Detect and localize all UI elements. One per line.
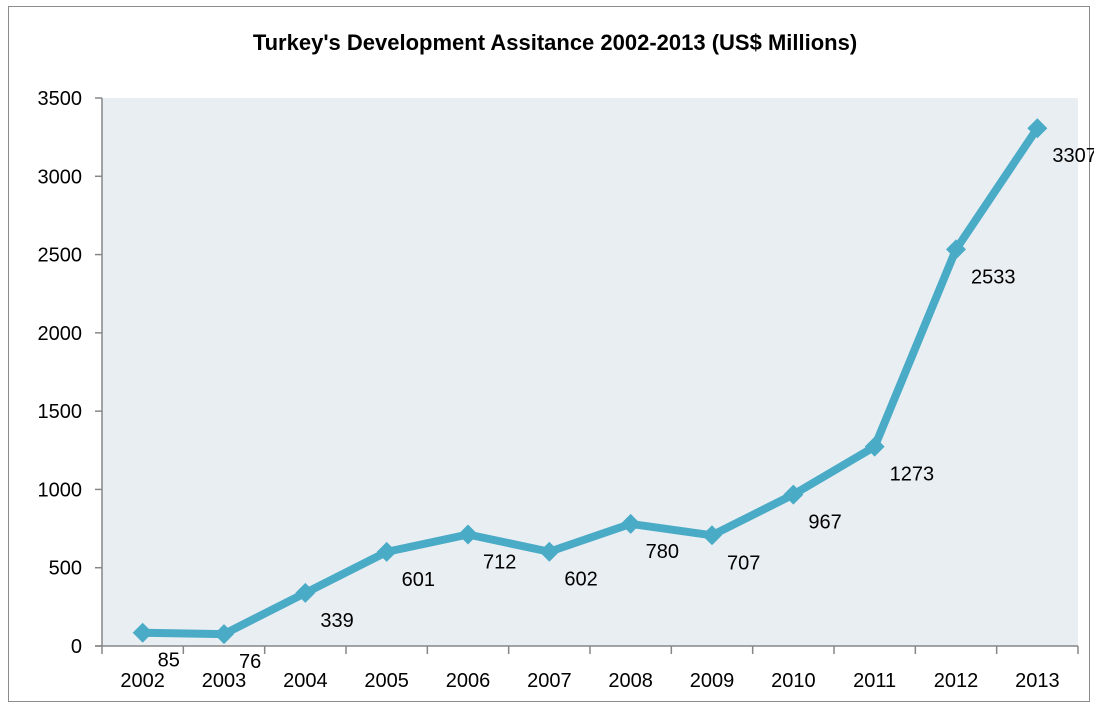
data-label: 1273 bbox=[890, 464, 935, 486]
y-tick-label: 3500 bbox=[38, 88, 83, 110]
x-tick-label: 2006 bbox=[446, 670, 491, 692]
data-point-marker bbox=[702, 525, 722, 546]
x-tick-label: 2003 bbox=[202, 670, 247, 692]
data-label: 707 bbox=[727, 552, 760, 574]
data-point-marker bbox=[783, 484, 804, 505]
x-tick-label: 2009 bbox=[690, 670, 735, 692]
data-label: 76 bbox=[239, 651, 261, 673]
data-label: 2533 bbox=[971, 266, 1016, 288]
data-point-marker bbox=[214, 624, 234, 645]
y-tick-label: 2000 bbox=[38, 323, 83, 345]
y-tick-label: 1000 bbox=[38, 479, 83, 501]
data-label: 3307 bbox=[1052, 145, 1094, 167]
x-tick-label: 2008 bbox=[608, 670, 653, 692]
x-tick-label: 2005 bbox=[364, 670, 409, 692]
data-label: 967 bbox=[808, 512, 841, 534]
x-tick-label: 2007 bbox=[527, 670, 572, 692]
data-label: 85 bbox=[158, 650, 180, 672]
series-line bbox=[138, 124, 1042, 639]
x-tick-label: 2004 bbox=[283, 670, 328, 692]
chart-title: Turkey's Development Assitance 2002-2013… bbox=[252, 30, 858, 55]
y-tick-label: 3000 bbox=[38, 166, 83, 188]
y-tick-label: 500 bbox=[49, 558, 82, 580]
data-point-marker bbox=[132, 622, 153, 643]
y-tick-label: 1500 bbox=[38, 401, 83, 423]
data-label: 601 bbox=[402, 569, 435, 591]
data-point-marker bbox=[376, 541, 397, 562]
x-tick-label: 2013 bbox=[1015, 670, 1060, 692]
y-tick-label: 2500 bbox=[38, 245, 83, 267]
data-point-marker bbox=[1027, 118, 1048, 139]
data-point-marker bbox=[946, 239, 966, 260]
data-point-marker bbox=[458, 524, 478, 545]
data-point-marker bbox=[864, 436, 885, 457]
x-tick-label: 2011 bbox=[853, 670, 896, 692]
y-tick-label: 0 bbox=[71, 636, 82, 658]
x-tick-label: 2002 bbox=[120, 670, 165, 692]
data-label: 712 bbox=[483, 552, 516, 574]
x-tick-label: 2012 bbox=[934, 670, 979, 692]
data-label: 339 bbox=[320, 610, 353, 632]
data-label: 780 bbox=[646, 541, 679, 563]
data-point-marker bbox=[539, 541, 560, 562]
data-point-marker bbox=[620, 513, 641, 534]
data-label: 602 bbox=[564, 569, 597, 591]
plot-area bbox=[102, 98, 1078, 646]
data-point-marker bbox=[295, 582, 316, 603]
x-tick-label: 2010 bbox=[771, 670, 816, 692]
